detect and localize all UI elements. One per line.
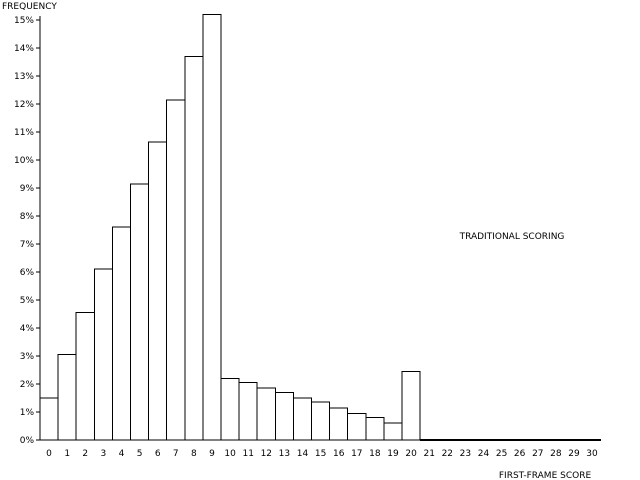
- x-axis: 0 1 2 3 4 5 6 7 8 9 10 11 12 13 14 15 16 17 18 19 20 21 22 23 24…: [46, 449, 598, 459]
- y-tick-label: 5%: [20, 296, 35, 306]
- x-tick-label: 23: [460, 449, 471, 459]
- x-tick-label: 22: [442, 449, 453, 459]
- bar-19: [383, 422, 403, 441]
- bar-4: [111, 226, 132, 441]
- y-tick-label: 13%: [14, 72, 34, 82]
- x-tick-label: 16: [333, 449, 345, 459]
- x-tick-label: 15: [315, 449, 326, 459]
- bar-9: [202, 13, 222, 441]
- x-axis-label: FIRST-FRAME SCORE: [499, 471, 592, 480]
- bar-18: [365, 417, 385, 441]
- bar-14: [292, 397, 312, 441]
- y-tick-label: 10%: [14, 156, 34, 166]
- y-axis-label: FREQUENCY: [2, 2, 57, 12]
- x-tick-label: 9: [209, 449, 215, 459]
- x-tick-label: 30: [586, 449, 598, 459]
- bar-1: [57, 354, 77, 441]
- x-tick-label: 21: [423, 449, 434, 459]
- x-tick-label: 2: [82, 449, 88, 459]
- bar-6: [148, 141, 168, 441]
- y-tick-label: 3%: [20, 352, 35, 362]
- y-tick-label: 7%: [20, 240, 35, 250]
- y-tick-label: 6%: [20, 268, 35, 278]
- x-tick-label: 12: [261, 449, 272, 459]
- x-tick-label: 0: [46, 449, 52, 459]
- x-tick-label: 28: [550, 449, 562, 459]
- y-tick-label: 8%: [20, 212, 35, 222]
- y-tick-label: 4%: [20, 324, 35, 334]
- y-tick-label: 12%: [14, 100, 34, 110]
- bar-13: [274, 391, 294, 441]
- x-tick-label: 5: [137, 449, 143, 459]
- y-tick-label: 2%: [20, 380, 35, 390]
- bar-5: [130, 183, 150, 441]
- x-tick-label: 24: [478, 449, 490, 459]
- x-tick-label: 3: [101, 449, 107, 459]
- bar-10: [220, 377, 240, 441]
- bars-group: [39, 13, 602, 441]
- x-tick-label: 18: [369, 449, 381, 459]
- x-tick-label: 11: [242, 449, 253, 459]
- y-tick-label: 14%: [14, 44, 34, 54]
- y-axis: 0% 1% 2% 3% 4% 5% 6% 7% 8% 9% 10% 11% 12% 13% 14% 15%: [14, 16, 41, 446]
- bar-3: [93, 268, 113, 441]
- bar-0: [39, 397, 59, 441]
- x-tick-label: 25: [496, 449, 507, 459]
- y-tick-label: 0%: [20, 436, 35, 446]
- x-tick-label: 26: [514, 449, 526, 459]
- bar-17: [347, 412, 367, 441]
- y-tick-label: 1%: [20, 408, 35, 418]
- bar-11: [238, 382, 258, 441]
- x-tick-label: 29: [568, 449, 580, 459]
- x-tick-label: 19: [387, 449, 399, 459]
- bar-7: [166, 99, 186, 441]
- y-tick-label: 15%: [14, 16, 34, 26]
- x-tick-label: 6: [155, 449, 161, 459]
- y-tick-label: 11%: [14, 128, 34, 138]
- x-tick-label: 17: [351, 449, 362, 459]
- x-tick-label: 20: [405, 449, 417, 459]
- bar-15: [311, 401, 331, 441]
- x-tick-label: 14: [297, 449, 309, 459]
- y-tick-label: 9%: [20, 184, 35, 194]
- x-tick-label: 27: [532, 449, 543, 459]
- x-tick-label: 8: [191, 449, 197, 459]
- annotation-text: TRADITIONAL SCORING: [459, 232, 565, 242]
- bar-20: [401, 370, 421, 441]
- x-tick-label: 4: [119, 449, 125, 459]
- bar-2: [75, 312, 95, 441]
- x-tick-label: 10: [224, 449, 236, 459]
- x-tick-label: 1: [64, 449, 70, 459]
- x-tick-label: 13: [279, 449, 290, 459]
- bar-8: [184, 55, 204, 441]
- bar-16: [329, 407, 349, 441]
- bar-12: [256, 387, 276, 441]
- x-tick-label: 7: [173, 449, 179, 459]
